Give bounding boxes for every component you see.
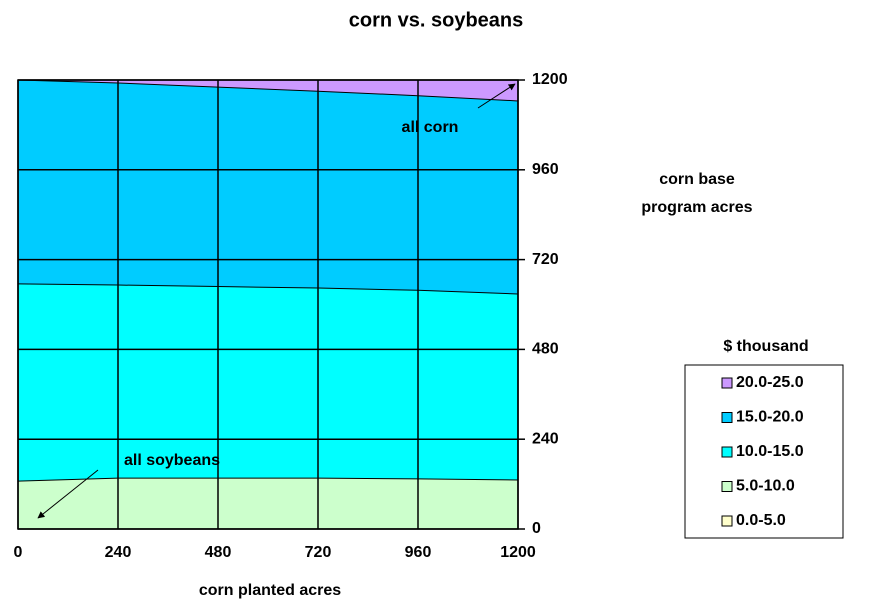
y-tick-label: 720 (532, 251, 559, 268)
annotation-arrow (477, 83, 516, 109)
y-tick-label: 480 (532, 341, 559, 358)
contour-line (17, 79, 519, 102)
area (18, 80, 518, 295)
y-axis-label: program acres (641, 199, 752, 216)
x-tick-label: 1200 (500, 544, 536, 561)
legend-label: 20.0-25.0 (736, 374, 804, 391)
x-tick-label: 720 (305, 544, 332, 561)
y-tick-label: 0 (532, 520, 541, 537)
annotation: all corn (402, 119, 459, 136)
plot-border (17, 79, 519, 530)
annotation-arrow (37, 469, 99, 519)
x-axis-label: corn planted acres (199, 582, 341, 599)
legend-swatch (721, 412, 733, 423)
area (18, 478, 518, 529)
x-tick-label: 480 (205, 544, 232, 561)
area (18, 80, 518, 101)
area (18, 283, 518, 482)
legend-label: 5.0-10.0 (736, 478, 795, 495)
y-tick-label: 240 (532, 430, 559, 447)
legend-label: 10.0-15.0 (736, 443, 804, 460)
y-tick-label: 1200 (532, 71, 568, 88)
legend-swatch (721, 377, 733, 389)
y-axis-label: corn base (659, 171, 735, 188)
x-tick-label: 0 (14, 544, 23, 561)
plot-area (17, 79, 519, 530)
legend-swatch (721, 446, 733, 458)
legend-title: $ thousand (723, 338, 808, 355)
legend-swatch (721, 481, 733, 492)
x-tick-label: 960 (405, 544, 432, 561)
legend-box (684, 364, 844, 539)
legend-label: 0.0-5.0 (736, 512, 786, 529)
legend-label: 15.0-20.0 (736, 409, 804, 426)
y-tick-label: 960 (532, 161, 559, 178)
x-tick-label: 240 (105, 544, 132, 561)
annotation: all soybeans (124, 452, 220, 469)
contour-line (17, 283, 519, 295)
legend-swatch (721, 515, 733, 527)
contour-line (17, 477, 519, 482)
chart-title: corn vs. soybeans (349, 9, 524, 31)
